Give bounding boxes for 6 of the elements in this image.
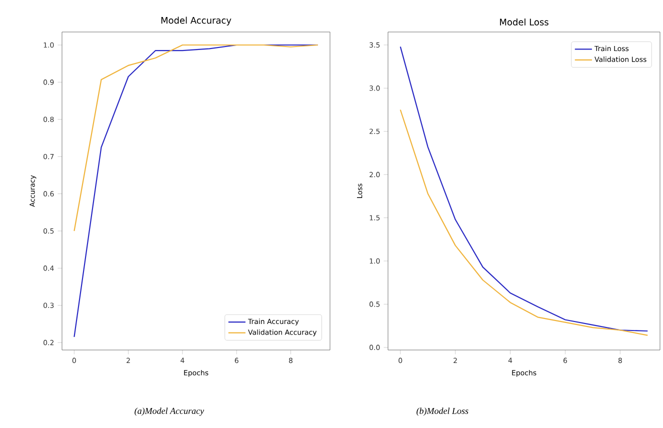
chart-title: Model Accuracy — [161, 16, 232, 26]
line-series — [400, 46, 648, 332]
chart-title: Model Loss — [500, 18, 548, 26]
text: (b)Model Loss — [416, 408, 468, 416]
text: (a)Model Accuracy — [134, 408, 204, 416]
line-series — [400, 109, 648, 336]
